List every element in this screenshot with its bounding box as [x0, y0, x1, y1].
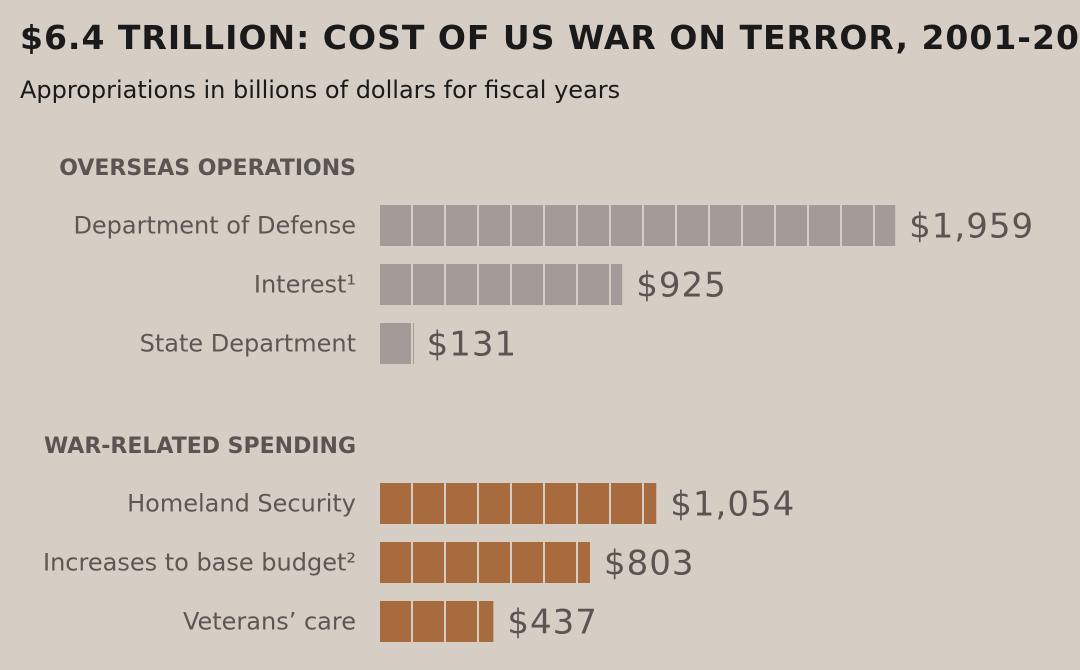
bar-block: [743, 205, 774, 246]
bar-block: [842, 205, 873, 246]
bar-block: [512, 483, 543, 524]
value-label: $925: [636, 266, 727, 306]
bar-block: [380, 205, 411, 246]
bar-block: [479, 264, 510, 305]
bar-block: [644, 205, 675, 246]
bar-block: [413, 483, 444, 524]
bar-block: [380, 601, 411, 642]
bar-block: [413, 542, 444, 583]
bar-block: [512, 205, 543, 246]
value-label: $1,959: [909, 207, 1034, 247]
bar-block: [611, 205, 642, 246]
bar-block: [413, 323, 414, 364]
bar-block: [512, 264, 543, 305]
value-label: $131: [427, 325, 518, 365]
bar-block: [875, 205, 896, 246]
bar-block: [446, 483, 477, 524]
bar-block: [545, 205, 576, 246]
category-label: Department of Defense: [73, 212, 356, 240]
bar-block: [578, 205, 609, 246]
bar-block: [578, 542, 590, 583]
bar-block: [776, 205, 807, 246]
value-label: $1,054: [670, 485, 795, 525]
bar-block: [578, 483, 609, 524]
bar-block: [611, 264, 623, 305]
bar-block: [380, 264, 411, 305]
bar-block: [380, 323, 411, 364]
bar-block: [446, 205, 477, 246]
bar-block: [545, 542, 576, 583]
bar-block: [479, 205, 510, 246]
group-heading: OVERSEAS OPERATIONS: [59, 156, 356, 181]
group-heading: WAR-RELATED SPENDING: [44, 434, 356, 459]
bar-block: [380, 542, 411, 583]
bar-block: [413, 601, 444, 642]
bar-block: [479, 483, 510, 524]
category-label: State Department: [140, 330, 356, 358]
bar-block: [545, 483, 576, 524]
bar-block: [512, 542, 543, 583]
category-label: Veterans’ care: [183, 608, 356, 636]
chart-subtitle: Appropriations in billions of dollars fo…: [20, 76, 621, 104]
bar-block: [479, 601, 494, 642]
bar-block: [644, 483, 657, 524]
bar-block: [611, 483, 642, 524]
bar-block: [380, 483, 411, 524]
bar-block: [479, 542, 510, 583]
bar-block: [677, 205, 708, 246]
bar-block: [446, 264, 477, 305]
bar-block: [413, 205, 444, 246]
bar-block: [446, 542, 477, 583]
value-label: $437: [507, 603, 598, 643]
bar-block: [809, 205, 840, 246]
bar-block: [413, 264, 444, 305]
category-label: Interest¹: [254, 271, 356, 299]
bar-block: [578, 264, 609, 305]
bar-block: [710, 205, 741, 246]
category-label: Homeland Security: [127, 490, 356, 518]
bar-block: [545, 264, 576, 305]
bar-block: [446, 601, 477, 642]
category-label: Increases to base budget²: [43, 549, 356, 577]
value-label: $803: [604, 544, 695, 584]
chart-title: $6.4 TRILLION: COST OF US WAR ON TERROR,…: [20, 18, 1080, 57]
